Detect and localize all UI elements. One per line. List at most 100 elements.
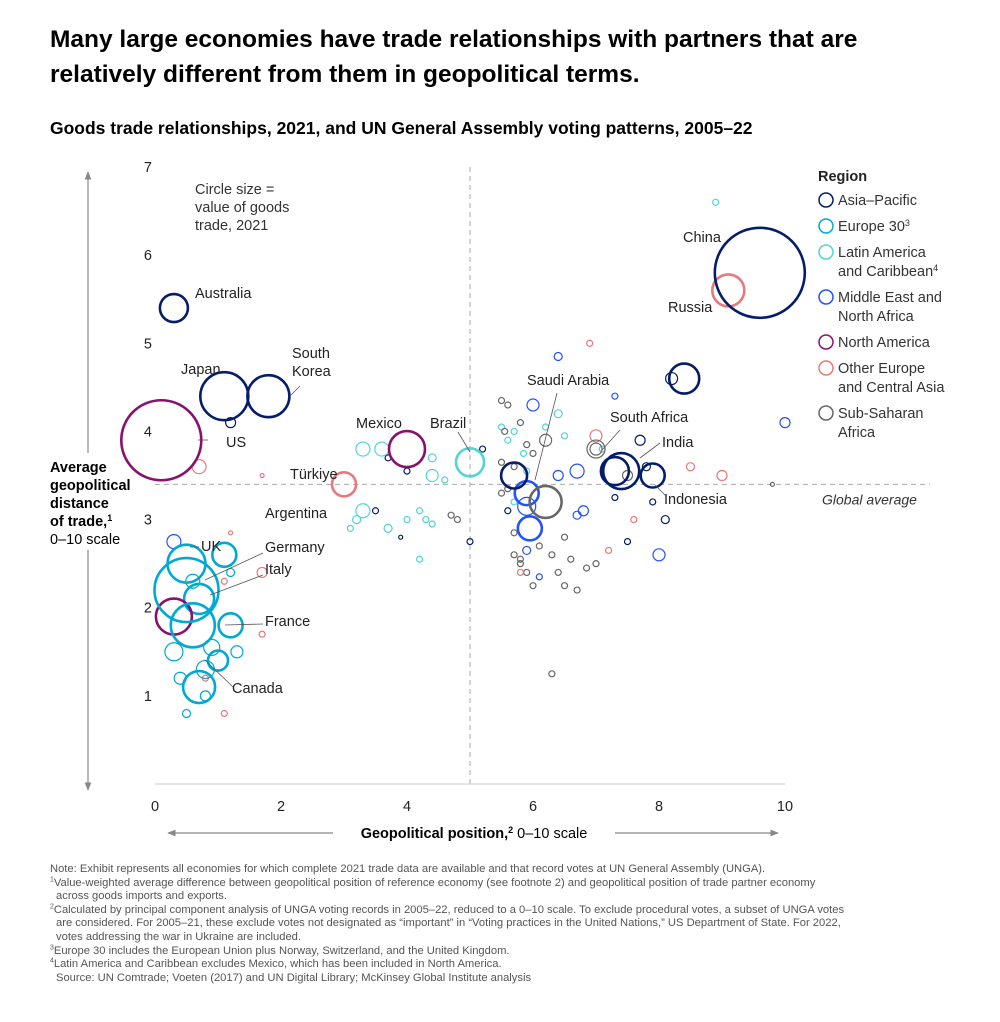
bubble [230, 645, 244, 659]
legend-label-latam: Latin America [838, 245, 927, 261]
leader-line [224, 623, 264, 626]
bubble-mexico [387, 429, 427, 469]
bubble [660, 514, 670, 525]
bubble [548, 551, 556, 559]
footnote: 2Calculated by principal component analy… [50, 903, 845, 916]
chart-subtitle: Goods trade relationships, 2021, and UN … [50, 118, 753, 138]
bubble [203, 638, 221, 656]
bubble-indonesia [639, 462, 667, 489]
y-axis-label: distance [50, 496, 109, 512]
legend-marker-europe [818, 218, 834, 234]
y-tick-label: 3 [144, 513, 152, 529]
bubble [403, 467, 411, 475]
bubble [634, 434, 646, 446]
bubble [685, 462, 696, 472]
global-average-label: Global average [822, 491, 917, 507]
leader-line [457, 431, 471, 453]
bubble [535, 573, 543, 581]
bubble [258, 630, 266, 638]
x-tick-label: 4 [403, 799, 411, 815]
label-russia: Russia [668, 300, 713, 316]
bubble [206, 649, 230, 672]
label-australia: Australia [195, 286, 252, 302]
bubble [504, 401, 512, 409]
bubble [510, 529, 518, 537]
legend-marker-latam [818, 244, 834, 260]
y-tick-label: 6 [144, 248, 152, 264]
bubble [611, 392, 619, 400]
bubble [428, 520, 436, 528]
bubble [641, 462, 652, 472]
legend-marker-mena [818, 289, 834, 305]
y-axis-label: Average [50, 460, 107, 476]
bubble [453, 515, 461, 524]
size-note: Circle size = [195, 182, 274, 198]
bubble [572, 510, 582, 520]
y-axis-label: of trade,1 [50, 513, 112, 530]
bubble [383, 523, 393, 533]
label-canada: Canada [232, 681, 284, 697]
label-brazil: Brazil [430, 416, 466, 432]
legend-label-europe: Europe 303 [838, 218, 910, 235]
footnote: across goods imports and exports. [56, 890, 228, 903]
footnote: 4Latin America and Caribbean excludes Me… [50, 957, 502, 971]
bubble [516, 419, 525, 427]
leader-line [289, 385, 301, 397]
bubble [577, 505, 590, 517]
size-note: value of goods [195, 200, 289, 216]
bubble [599, 455, 631, 487]
bubble-t-rkiye [330, 471, 358, 498]
bubble-japan [199, 370, 250, 422]
bubble [517, 496, 537, 516]
label-south-korea: South [292, 346, 330, 362]
bubble [504, 507, 512, 515]
y-tick-label: 4 [144, 424, 152, 440]
bubble [523, 441, 531, 449]
bubble-uk [166, 543, 207, 584]
label-south-africa: South Africa [610, 410, 689, 426]
bubble-south-korea [246, 373, 291, 419]
legend-label-ssa: Africa [838, 425, 876, 441]
footnote: Source: UN Comtrade; Voeten (2017) and U… [56, 971, 532, 984]
bubble [586, 339, 594, 347]
leader-line [654, 484, 667, 497]
bubble [346, 524, 354, 532]
footnote: are considered. For 2005–21, these exclu… [56, 917, 841, 930]
bubble [422, 515, 430, 524]
legend-label-asia: Asia–Pacific [838, 193, 917, 209]
bubble [538, 433, 553, 447]
bubble [567, 555, 575, 563]
bubble [519, 449, 528, 458]
bubble [529, 449, 537, 458]
bubble [416, 507, 424, 515]
label-south-korea: Korea [292, 364, 332, 380]
bubble [374, 441, 390, 457]
bubble [528, 484, 563, 520]
bubble [447, 511, 455, 519]
bubble-argentina [355, 503, 371, 519]
bubble [510, 463, 518, 471]
bubble [630, 515, 638, 524]
label-germany: Germany [265, 540, 325, 556]
bubble [259, 472, 265, 479]
bubble [501, 427, 509, 436]
label-uk: UK [201, 539, 221, 555]
bubble-us [120, 398, 203, 482]
leader-line [204, 659, 234, 688]
x-axis-label: Geopolitical position,2 0–10 scale [361, 825, 588, 842]
bubble [220, 577, 228, 585]
bubble [569, 463, 585, 479]
bubble [185, 573, 201, 589]
bubble [667, 362, 701, 395]
legend-label-mena: North Africa [838, 309, 915, 325]
bubble [466, 538, 474, 546]
y-axis-label: geopolitical [50, 478, 131, 494]
bubble [553, 409, 563, 419]
bubble [769, 481, 776, 487]
bubble [592, 560, 600, 568]
label-us: US [226, 435, 246, 451]
x-tick-label: 6 [529, 799, 537, 815]
bubble [553, 351, 563, 362]
bubble-germany [153, 556, 220, 624]
bubble [623, 538, 632, 546]
